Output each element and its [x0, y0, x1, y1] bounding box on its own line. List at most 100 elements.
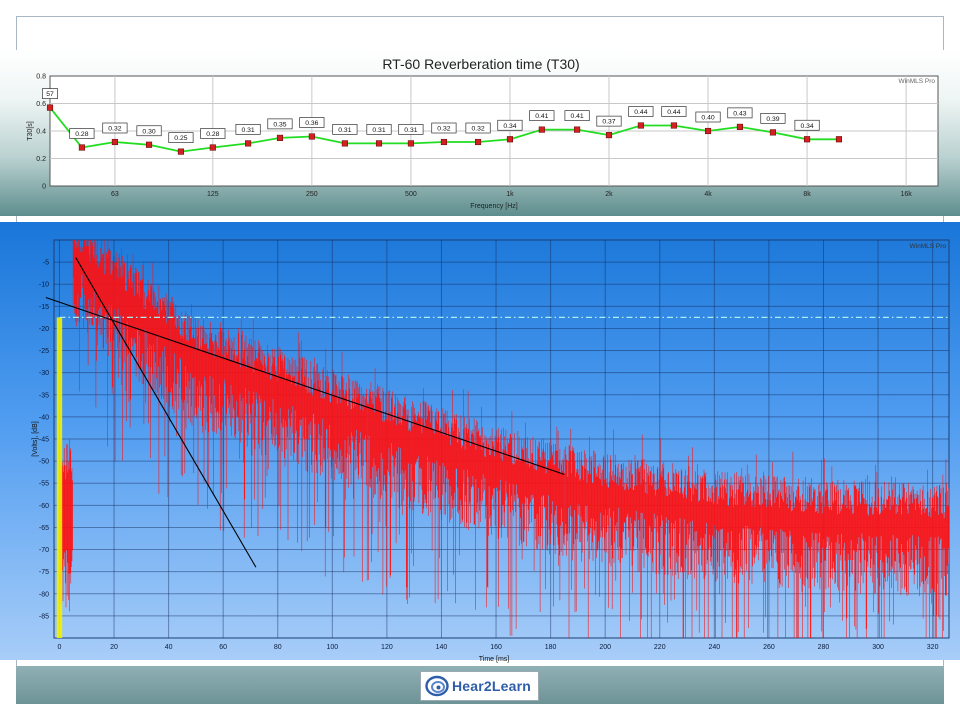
rt60-data-label-box [727, 107, 753, 119]
rt60-data-label-box [794, 119, 820, 131]
hear2learn-logo: Hear2Learn [420, 671, 539, 701]
rt60-chart: RT-60 Reverberation time (T30) 0 0.2 0.4 0.… [27, 56, 939, 210]
rt60-data-point [574, 126, 581, 133]
rt60-data-label-box [235, 124, 261, 135]
ir-x-tick-label: 100 [326, 644, 338, 651]
ir-plot-area [53, 239, 950, 639]
impulse-response-chart: -5 -10 -15 -20 -25 -30 -35 -40 -45 -50 -55 -60 -65 -7… [32, 239, 950, 663]
rt60-y-tick-label: 0 [42, 184, 46, 191]
ir-tick-labels: -5 -10 -15 -20 -25 -30 -35 -40 -45 -50 -55 -60 -65 -7… [39, 260, 939, 651]
ir-y-tick-label: -40 [39, 414, 49, 421]
rt60-data-label-box [42, 88, 58, 99]
rt60-y-tick-label: 0.8 [36, 74, 46, 81]
rt60-data-label: 57 [46, 91, 54, 98]
rt60-data-label: 0.32 [471, 126, 484, 133]
rt60-data-label: 0.44 [634, 109, 647, 116]
rt60-data-label: 0.31 [372, 127, 385, 134]
rt60-data-label: 0.43 [733, 110, 746, 117]
ir-x-axis-label: Time [ms] [479, 656, 510, 663]
rt60-data-point [245, 140, 252, 147]
rt60-chart-title: RT-60 Reverberation time (T30) [382, 56, 579, 72]
rt60-data-point [111, 138, 118, 146]
ir-y-tick-label: -20 [39, 326, 49, 333]
ir-decay-fit-line [45, 296, 565, 475]
rt60-data-label: 0.30 [142, 128, 155, 135]
ir-y-tick-label: -55 [39, 481, 49, 488]
rt60-data-label-box [529, 110, 555, 121]
rt60-y-tick-label: 0.2 [36, 156, 46, 163]
ir-x-tick-label: 260 [763, 644, 775, 651]
rt60-series: 57 0.28 0.32 0.30 0.25 0.28 0.31 0.35 0.36 0.31 0.… [42, 88, 843, 155]
rt60-data-point [276, 134, 284, 141]
ir-y-tick-label: -15 [39, 304, 49, 311]
rt60-data-label: 0.44 [667, 109, 680, 116]
rt60-y-tick-label: 0.4 [36, 129, 46, 136]
rt60-data-label-box [332, 124, 358, 135]
rt60-y-axis-label: T30[s] [27, 121, 34, 141]
ir-x-tick-label: 60 [219, 644, 227, 651]
rt60-data-label-box [497, 119, 523, 131]
rt60-data-point [341, 140, 348, 147]
ir-x-tick-label: 180 [545, 644, 557, 651]
rt60-data-label-box [661, 106, 687, 117]
rt60-data-point [704, 127, 712, 135]
rt60-data-label-box [431, 122, 457, 134]
rt60-data-point [177, 148, 184, 155]
rt60-x-tick-label: 4k [704, 191, 712, 198]
rt60-data-point [308, 133, 315, 140]
rt60-data-label: 0.31 [241, 127, 254, 134]
rt60-x-tick-label: 500 [405, 191, 417, 198]
rt60-data-label-box [299, 117, 325, 128]
rt60-data-label: 0.41 [535, 113, 548, 120]
rt60-x-tick-label: 16k [900, 191, 912, 198]
rt60-data-label: 0.39 [766, 116, 779, 123]
rt60-data-label: 0.34 [800, 123, 813, 130]
rt60-data-label-box [136, 125, 162, 137]
rt60-data-label-box [200, 128, 226, 139]
ir-x-tick-label: 280 [818, 644, 830, 651]
rt60-data-point [46, 104, 54, 111]
rt60-data-point [375, 140, 383, 147]
rt60-data-label-box [465, 122, 491, 134]
rt60-data-label: 0.31 [404, 127, 417, 134]
rt60-data-label-box [564, 110, 590, 121]
rt60-x-tick-label: 63 [111, 191, 119, 198]
rt60-data-label: 0.34 [503, 123, 516, 130]
rt60-data-label-box [102, 122, 128, 134]
rt60-data-point [506, 136, 513, 143]
rt60-data-point [475, 138, 482, 146]
rt60-data-point [538, 126, 545, 133]
rt60-data-label: 0.28 [206, 131, 219, 138]
ir-x-tick-label: 40 [165, 644, 173, 651]
ir-y-tick-label: -80 [39, 591, 49, 598]
ir-y-tick-label: -5 [43, 260, 49, 267]
rt60-data-label-box [596, 115, 622, 127]
rt60-data-point [804, 136, 811, 143]
rt60-data-label-box [695, 111, 721, 123]
logo-text: Hear2Learn [452, 678, 532, 694]
rt60-data-label-box [267, 118, 293, 130]
ir-y-tick-label: -50 [39, 459, 49, 466]
rt60-data-point [78, 144, 85, 151]
ir-x-tick-label: 200 [599, 644, 611, 651]
ir-x-tick-label: 140 [436, 644, 448, 651]
ir-x-tick-label: 80 [274, 644, 282, 651]
ir-x-tick-label: 220 [654, 644, 666, 651]
rt60-data-label: 0.32 [108, 126, 121, 133]
rt60-data-label: 0.37 [602, 119, 615, 126]
rt60-data-label-box [366, 124, 392, 135]
ir-y-tick-label: -75 [39, 569, 49, 576]
ir-x-tick-label: 0 [58, 644, 62, 651]
ir-x-tick-label: 20 [110, 644, 118, 651]
rt60-data-point [736, 123, 743, 130]
ir-y-tick-label: -60 [39, 503, 49, 510]
rt60-x-tick-label: 250 [306, 191, 318, 198]
ir-x-tick-label: 240 [708, 644, 720, 651]
rt60-data-point [769, 129, 776, 136]
rt60-y-tick-label: 0.6 [36, 101, 46, 108]
rt60-data-point [145, 141, 153, 148]
ir-trace-path [59, 240, 950, 638]
ir-start-marker [56, 317, 63, 638]
ir-watermark: WinMLS Pro [910, 243, 947, 250]
rt60-x-tick-label: 125 [207, 191, 219, 198]
